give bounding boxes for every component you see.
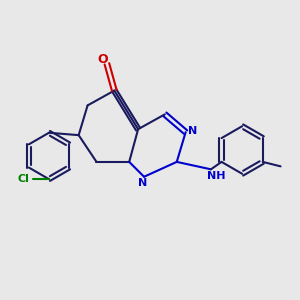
Text: N: N bbox=[138, 178, 147, 188]
Text: N: N bbox=[188, 126, 197, 136]
Text: O: O bbox=[97, 53, 108, 66]
Text: NH: NH bbox=[207, 171, 226, 181]
Text: Cl: Cl bbox=[18, 174, 30, 184]
